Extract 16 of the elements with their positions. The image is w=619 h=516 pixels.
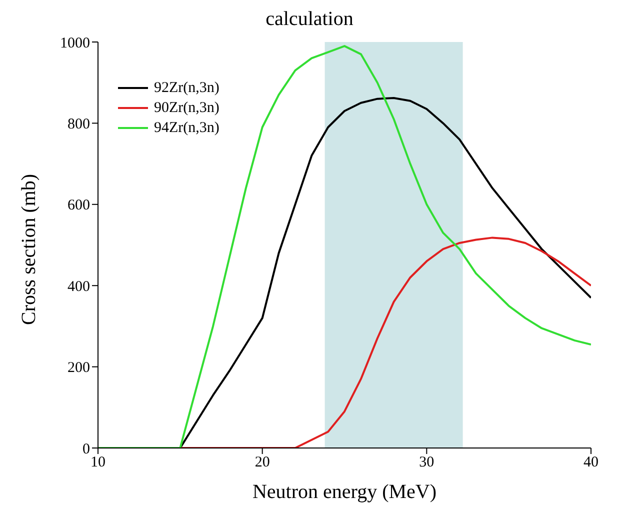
x-tick-label: 10 [90,454,106,471]
x-tick-label: 20 [254,454,270,471]
chart-title: calculation [264,8,354,32]
y-tick-label: 200 [68,360,90,376]
legend-label: 94Zr(n,3n) [154,120,220,136]
y-tick-label: 600 [68,198,90,214]
y-tick-label: 400 [68,278,90,295]
legend-label: 90Zr(n,3n) [154,100,220,116]
y-tick-label: 800 [68,116,90,133]
x-axis-title: Neutron energy (MeV) [252,481,437,503]
y-tick-label: 1000 [60,35,90,52]
x-tick-label: 40 [584,454,598,471]
legend-label: 92Zr(n,3n) [154,80,220,96]
y-axis-title: Cross section (mb) [18,174,40,325]
y-tick-label: 0 [82,441,90,458]
x-tick-label: 30 [419,454,434,471]
